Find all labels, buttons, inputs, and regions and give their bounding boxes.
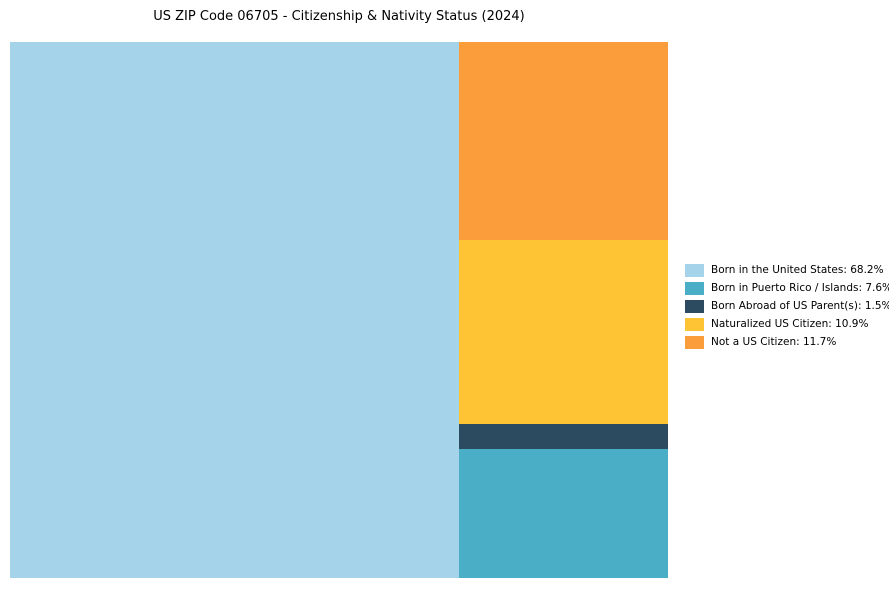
legend-item: Born in Puerto Rico / Islands: 7.6% <box>685 282 889 295</box>
legend-swatch-icon <box>685 282 704 295</box>
treemap-rect-naturalized-us-citizen <box>459 239 668 425</box>
treemap-rect-born-in-us <box>10 42 460 578</box>
legend-label: Born Abroad of US Parent(s): 1.5% <box>711 300 889 312</box>
treemap-rect-born-in-puerto-rico-islands <box>459 449 668 578</box>
legend-label: Born in Puerto Rico / Islands: 7.6% <box>711 282 889 294</box>
treemap-rect-not-a-us-citizen <box>459 42 668 240</box>
legend-item: Born Abroad of US Parent(s): 1.5% <box>685 300 889 313</box>
legend-item: Not a US Citizen: 11.7% <box>685 336 889 349</box>
legend-label: Not a US Citizen: 11.7% <box>711 336 837 348</box>
legend-label: Naturalized US Citizen: 10.9% <box>711 318 869 330</box>
legend: Born in the United States: 68.2% Born in … <box>685 264 889 349</box>
treemap-area <box>10 42 668 578</box>
chart-title: US ZIP Code 06705 - Citizenship & Nativi… <box>153 9 525 24</box>
legend-item: Born in the United States: 68.2% <box>685 264 889 277</box>
legend-swatch-icon <box>685 318 704 331</box>
treemap-right-column <box>459 42 668 578</box>
legend-item: Naturalized US Citizen: 10.9% <box>685 318 889 331</box>
legend-swatch-icon <box>685 336 704 349</box>
treemap-rect-born-abroad-of-us-parent-s <box>459 424 668 450</box>
legend-label: Born in the United States: 68.2% <box>711 264 884 276</box>
legend-swatch-icon <box>685 264 704 277</box>
legend-swatch-icon <box>685 300 704 313</box>
